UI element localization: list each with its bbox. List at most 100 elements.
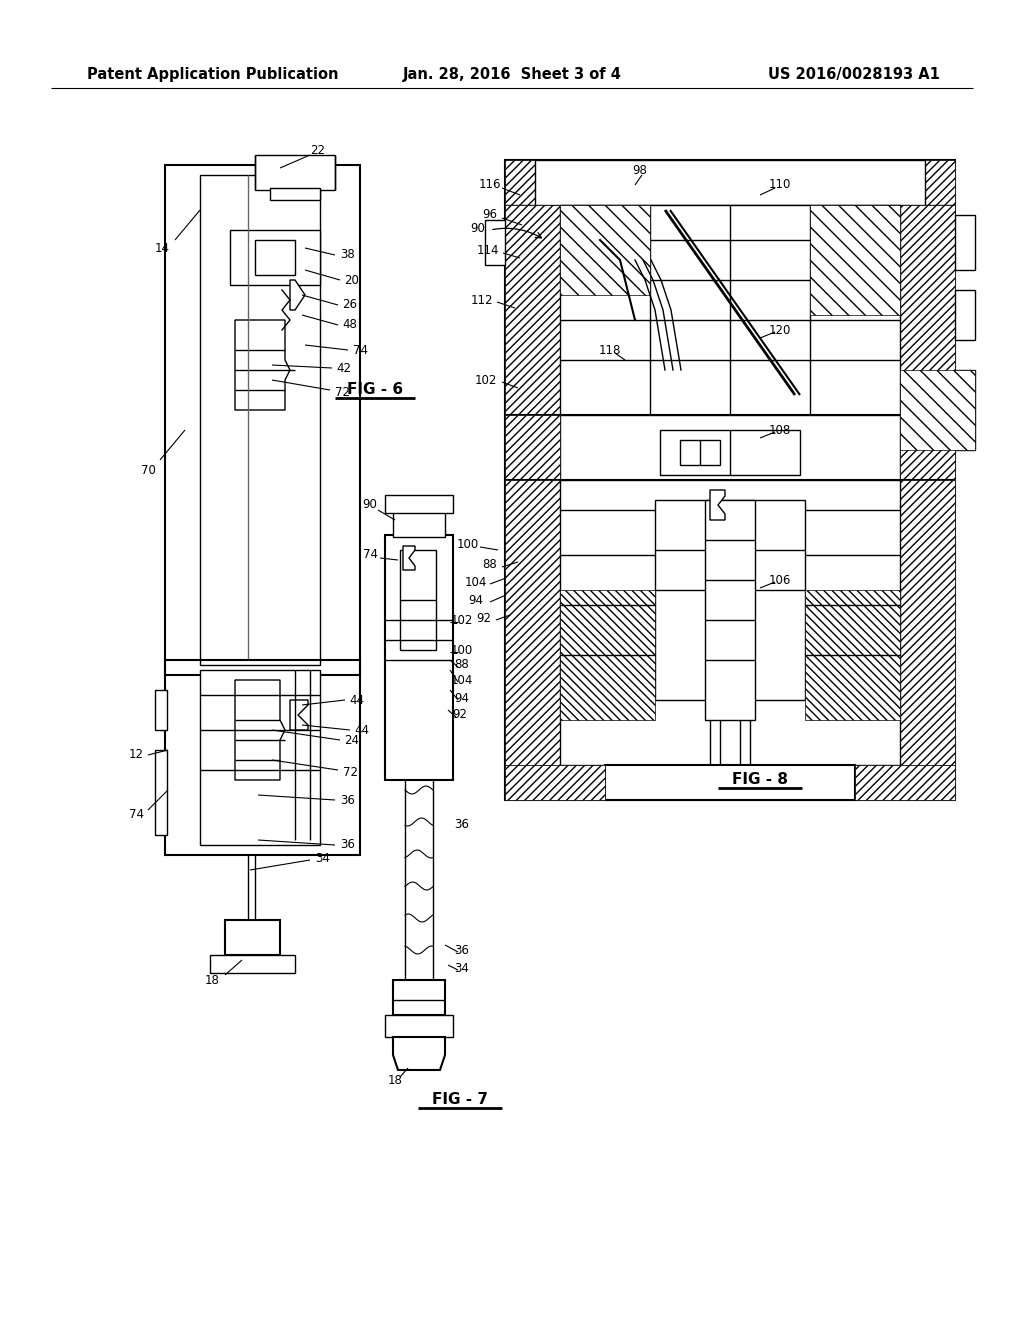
- Bar: [230, 230, 319, 285]
- Text: 12: 12: [128, 748, 143, 762]
- Text: 34: 34: [455, 961, 469, 974]
- Text: 26: 26: [342, 298, 357, 312]
- Bar: [900, 480, 955, 766]
- Polygon shape: [290, 280, 305, 310]
- Text: 108: 108: [769, 424, 792, 437]
- Bar: [505, 160, 955, 800]
- Bar: [855, 766, 955, 800]
- Bar: [485, 220, 505, 265]
- Bar: [955, 290, 975, 341]
- Bar: [535, 160, 925, 205]
- Text: 104: 104: [465, 576, 487, 589]
- Polygon shape: [290, 700, 308, 730]
- Bar: [560, 205, 650, 294]
- Bar: [393, 979, 445, 1015]
- Bar: [955, 370, 975, 450]
- Text: 88: 88: [482, 558, 498, 572]
- Text: 102: 102: [451, 614, 473, 627]
- Bar: [165, 660, 360, 855]
- Bar: [505, 160, 955, 205]
- Bar: [560, 590, 655, 719]
- Polygon shape: [403, 546, 415, 570]
- Bar: [255, 154, 335, 190]
- Text: 74: 74: [364, 549, 379, 561]
- Bar: [270, 187, 319, 201]
- Bar: [200, 176, 319, 665]
- Bar: [505, 766, 605, 800]
- Text: 110: 110: [769, 178, 792, 191]
- Text: 112: 112: [471, 293, 494, 306]
- Text: 18: 18: [387, 1073, 402, 1086]
- Text: 34: 34: [315, 851, 331, 865]
- Text: 100: 100: [457, 539, 479, 552]
- Text: FIG - 7: FIG - 7: [432, 1093, 488, 1107]
- Text: 94: 94: [455, 692, 469, 705]
- Bar: [225, 920, 280, 954]
- Polygon shape: [393, 1038, 445, 1071]
- Text: 118: 118: [599, 343, 622, 356]
- Text: 44: 44: [349, 693, 365, 706]
- Text: 94: 94: [469, 594, 483, 606]
- Text: 22: 22: [310, 144, 326, 157]
- Text: 90: 90: [362, 499, 378, 511]
- Bar: [900, 414, 955, 480]
- Polygon shape: [234, 319, 290, 411]
- Bar: [605, 766, 855, 800]
- Text: 36: 36: [455, 818, 469, 832]
- Bar: [560, 480, 900, 766]
- Bar: [900, 370, 975, 450]
- Text: 104: 104: [451, 673, 473, 686]
- Polygon shape: [234, 680, 285, 780]
- Text: 120: 120: [769, 323, 792, 337]
- Bar: [560, 205, 900, 414]
- Text: 114: 114: [477, 243, 500, 256]
- Text: 90: 90: [471, 222, 485, 235]
- Text: FIG - 6: FIG - 6: [347, 383, 403, 397]
- Text: 38: 38: [341, 248, 355, 261]
- Bar: [210, 954, 295, 973]
- Bar: [155, 690, 167, 730]
- Text: 70: 70: [140, 463, 156, 477]
- Bar: [255, 240, 295, 275]
- Bar: [680, 440, 720, 465]
- Bar: [505, 205, 560, 414]
- Text: 92: 92: [453, 709, 468, 722]
- Text: 42: 42: [337, 362, 351, 375]
- Bar: [155, 750, 167, 836]
- Bar: [505, 480, 560, 766]
- Text: 18: 18: [205, 974, 219, 986]
- Text: 100: 100: [451, 644, 473, 656]
- Text: 116: 116: [479, 178, 502, 191]
- Bar: [655, 500, 805, 700]
- Bar: [505, 414, 560, 480]
- Text: 106: 106: [769, 573, 792, 586]
- Text: 92: 92: [476, 611, 492, 624]
- Bar: [385, 495, 453, 513]
- Text: 36: 36: [455, 944, 469, 957]
- Text: US 2016/0028193 A1: US 2016/0028193 A1: [768, 67, 940, 82]
- Bar: [660, 430, 800, 475]
- Text: 36: 36: [341, 793, 355, 807]
- Text: Jan. 28, 2016  Sheet 3 of 4: Jan. 28, 2016 Sheet 3 of 4: [402, 67, 622, 82]
- Text: 102: 102: [475, 374, 498, 387]
- Bar: [165, 165, 360, 675]
- Bar: [393, 510, 445, 537]
- Text: 72: 72: [335, 387, 349, 400]
- Text: 72: 72: [342, 767, 357, 780]
- Text: 24: 24: [344, 734, 359, 747]
- Text: 20: 20: [344, 273, 359, 286]
- Bar: [385, 1015, 453, 1038]
- Bar: [560, 414, 900, 480]
- Text: 48: 48: [343, 318, 357, 331]
- Text: 36: 36: [341, 838, 355, 851]
- Bar: [810, 205, 900, 315]
- Text: FIG - 8: FIG - 8: [732, 772, 788, 788]
- Bar: [400, 550, 436, 649]
- Text: 98: 98: [633, 164, 647, 177]
- Bar: [705, 500, 755, 719]
- Text: 74: 74: [352, 343, 368, 356]
- Text: 88: 88: [455, 659, 469, 672]
- Text: Patent Application Publication: Patent Application Publication: [87, 67, 339, 82]
- Bar: [200, 671, 319, 845]
- Bar: [900, 205, 955, 414]
